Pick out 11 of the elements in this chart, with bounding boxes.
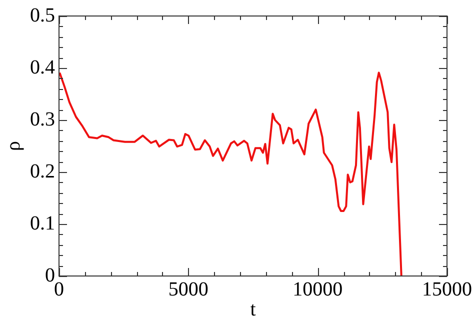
x-tick-label: 10000 [292,278,343,300]
y-tick-label: 0.1 [30,212,55,234]
y-tick-label: 0 [45,264,55,286]
x-tick-label: 5000 [168,278,208,300]
y-tick-label: 0.4 [30,56,55,78]
y-tick-label: 0.5 [30,4,55,26]
x-axis-title: t [250,298,256,320]
x-tick-label: 15000 [422,278,472,300]
y-axis-title: ρ [2,140,24,151]
y-tick-label: 0.3 [30,108,55,130]
y-tick-label: 0.2 [30,160,55,182]
